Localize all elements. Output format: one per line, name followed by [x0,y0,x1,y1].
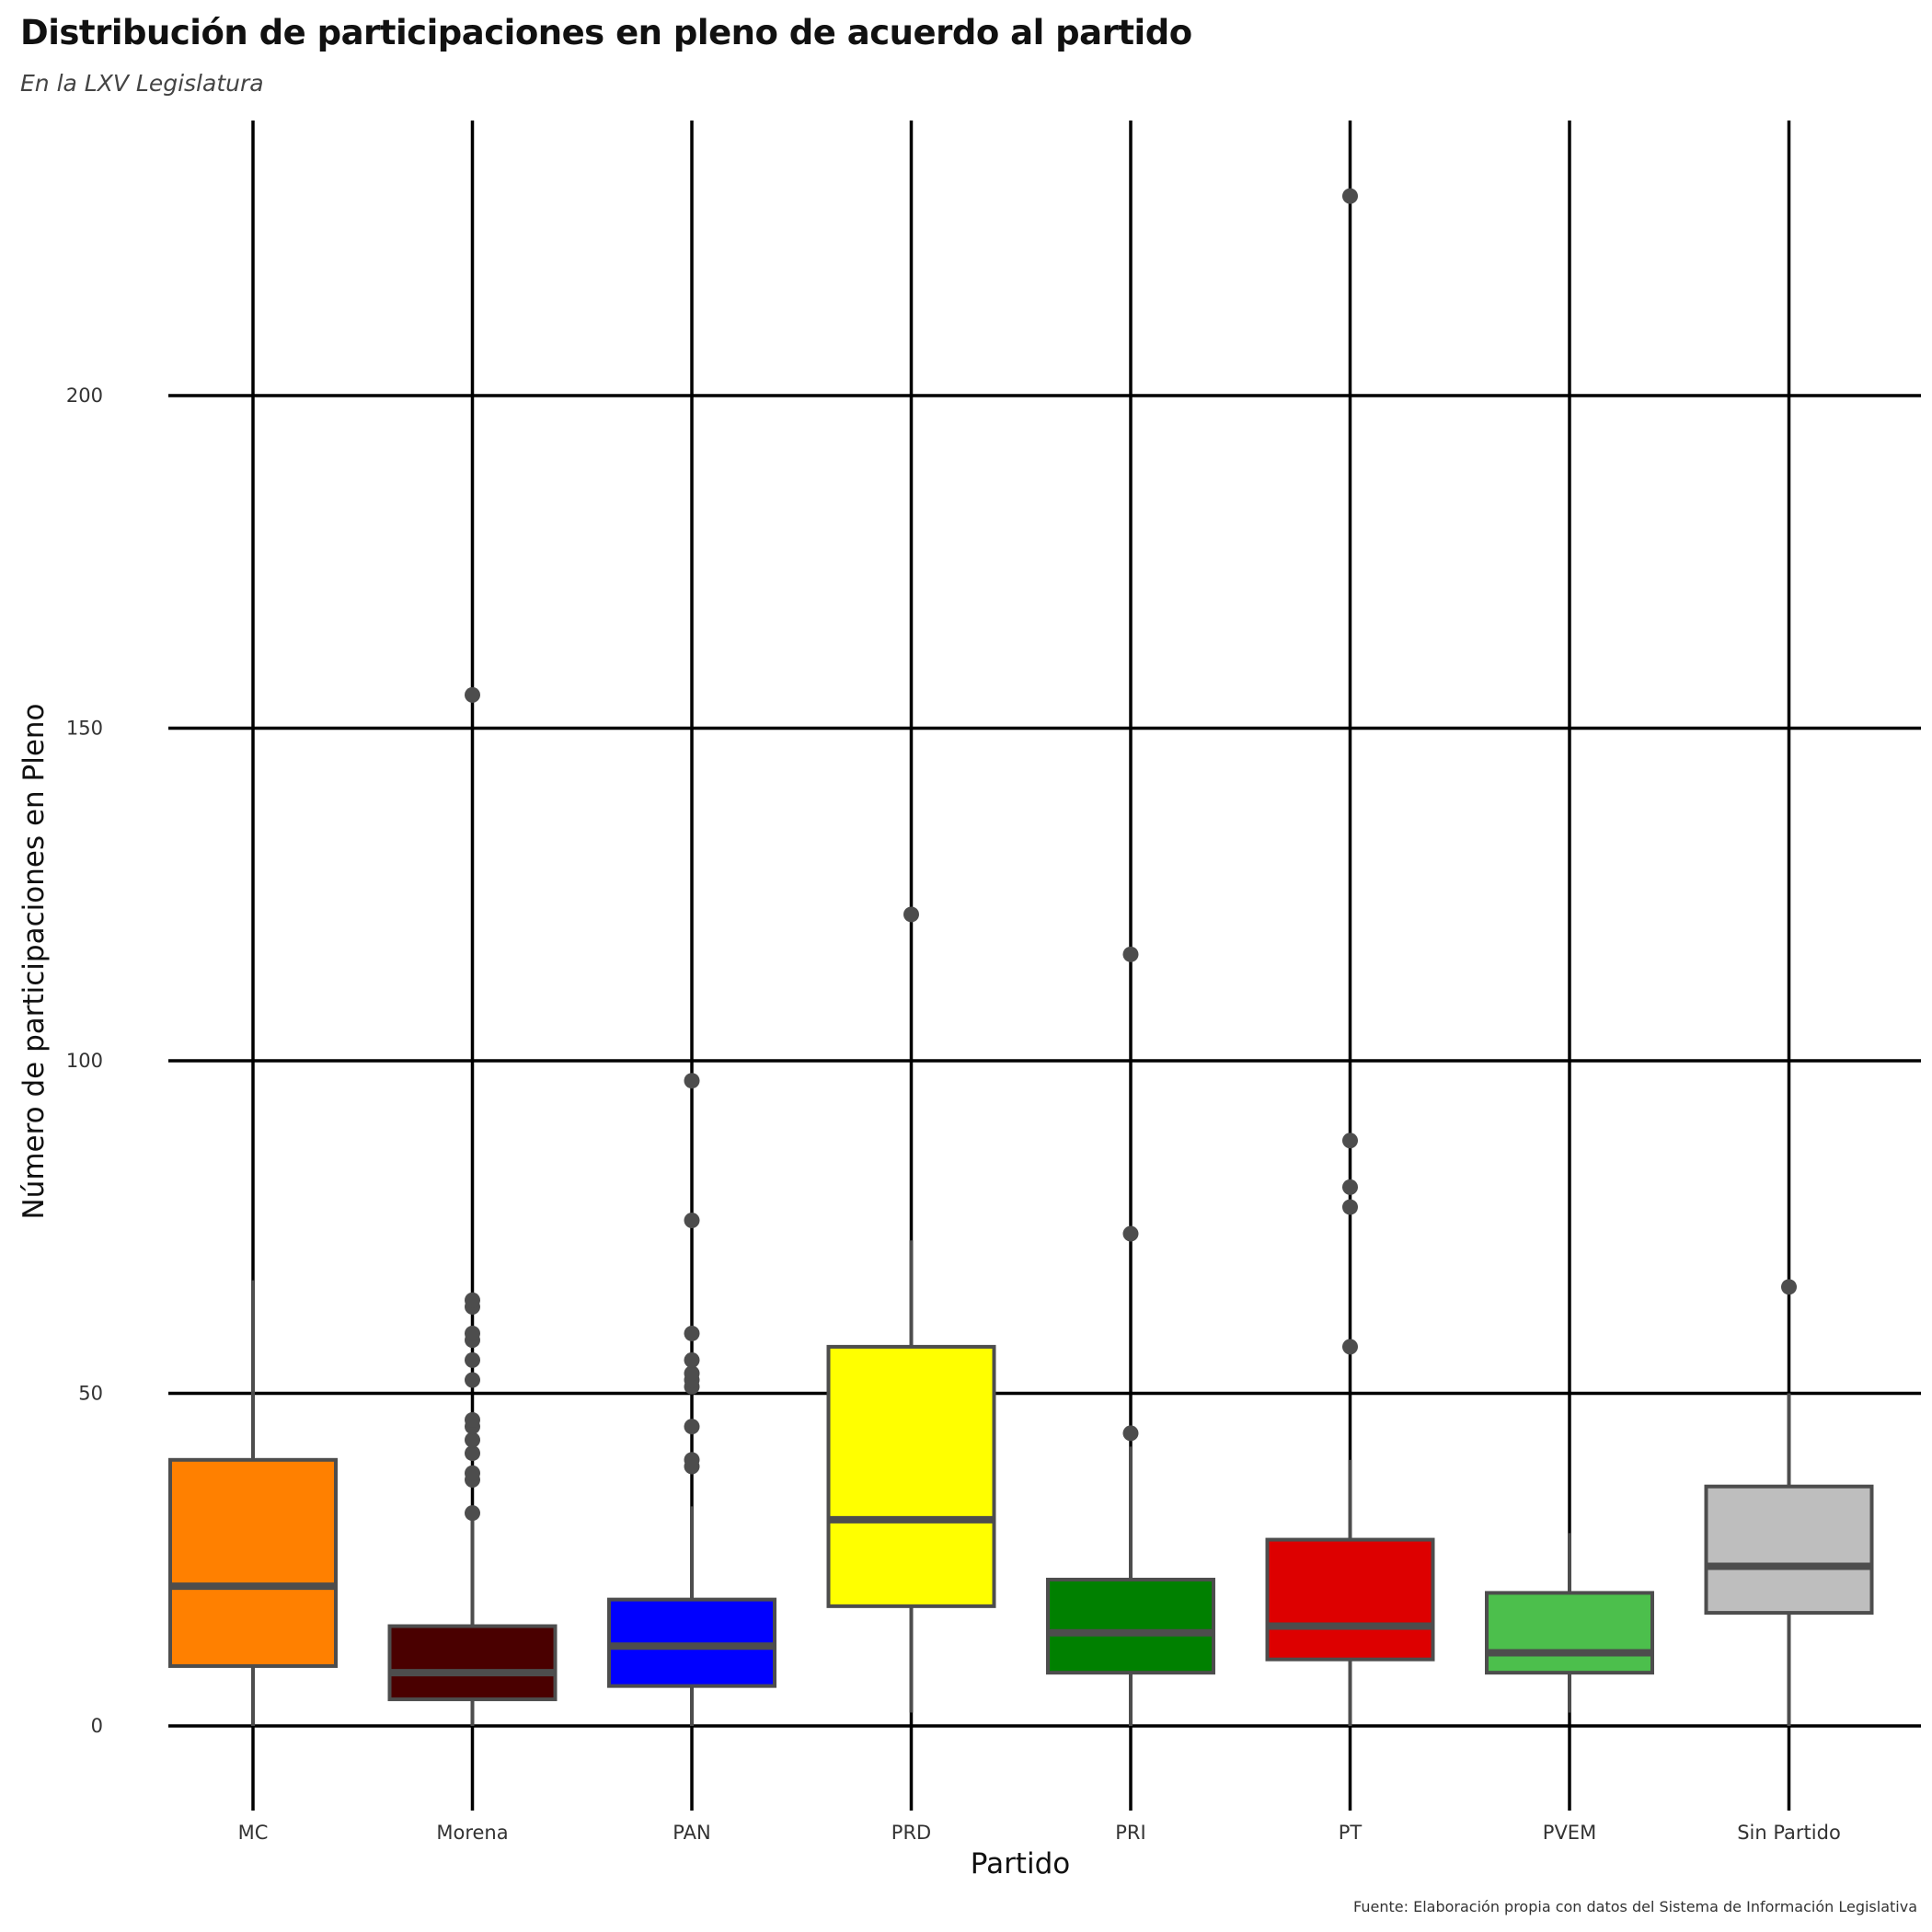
outlier-point [684,1365,700,1382]
y-axis-title: Número de participaciones en Pleno [17,703,51,1219]
box-morena [387,686,558,1726]
iqr-box [1265,1537,1435,1662]
iqr-box [826,1344,996,1608]
x-tick-label: Sin Partido [1737,1822,1841,1844]
outlier-point [1122,946,1139,962]
outlier-point [1342,1133,1358,1149]
x-tick-label: PRD [891,1822,931,1844]
outlier-point [684,1419,700,1435]
outlier-point [1342,1179,1358,1195]
outlier-point [465,1325,480,1341]
outlier-point [1122,1225,1139,1242]
x-tick-label: PVEM [1543,1822,1596,1844]
outlier-point [465,686,480,703]
outlier-point [1342,1339,1358,1355]
y-tick-label: 100 [66,1050,103,1072]
x-tick-label: Morena [436,1822,508,1844]
x-tick-label: PAN [673,1822,710,1844]
outlier-point [465,1411,480,1428]
iqr-box [168,1457,338,1668]
outlier-point [465,1351,480,1368]
chart-caption: Fuente: Elaboración propia con datos del… [1353,1898,1917,1915]
iqr-box [387,1624,558,1702]
outlier-point [1342,188,1358,204]
outlier-point [903,906,919,923]
outlier-point [465,1445,480,1462]
box-sin-partido [1704,1279,1874,1726]
iqr-box [1485,1591,1654,1675]
y-tick-label: 150 [66,718,103,740]
x-axis-title: Partido [971,1847,1070,1880]
outlier-point [684,1351,700,1368]
outlier-point [684,1452,700,1468]
chart-title: Distribución de participaciones en pleno… [20,13,1192,52]
y-tick-label: 200 [66,385,103,407]
outlier-point [1342,1199,1358,1215]
outlier-point [1781,1279,1797,1295]
outlier-point [465,1292,480,1308]
iqr-box [1046,1577,1215,1675]
tick-layer: 0 50 100 150 200 MC Morena PAN PRD PRI PT PVEM Sin P… [66,385,1841,1844]
y-tick-label: 50 [78,1383,103,1405]
box-mc [168,1280,338,1726]
x-tick-label: MC [238,1822,269,1844]
outlier-point [684,1073,700,1089]
y-tick-label: 0 [91,1715,103,1737]
outlier-point [465,1432,480,1448]
box-layer [168,188,1874,1726]
outlier-point [1122,1425,1139,1442]
box-pan [607,1073,776,1726]
box-pt [1265,188,1435,1726]
box-prd [826,906,996,1713]
outlier-point [465,1465,480,1481]
outlier-point [465,1505,480,1522]
box-pvem [1485,1533,1654,1713]
outlier-point [684,1213,700,1229]
outlier-point [465,1372,480,1388]
outlier-point [684,1325,700,1341]
x-tick-label: PT [1339,1822,1363,1844]
chart-subtitle: En la LXV Legislatura [20,70,264,97]
iqr-box [1704,1484,1874,1616]
x-tick-label: PRI [1115,1822,1145,1844]
box-pri [1046,946,1215,1726]
grid-layer [168,121,1921,1811]
